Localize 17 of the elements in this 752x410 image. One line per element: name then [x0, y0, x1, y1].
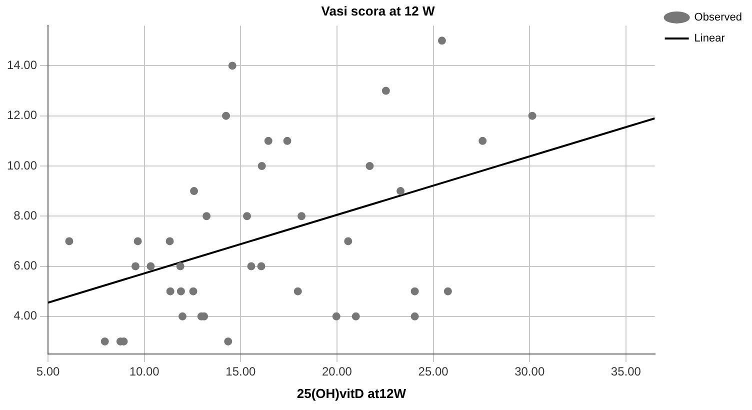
- x-tick-label: 20.00: [322, 364, 352, 379]
- y-tick-label: 10.00: [7, 158, 38, 172]
- x-tick-label: 10.00: [129, 364, 160, 379]
- y-tick-label: 14.00: [7, 58, 38, 72]
- legend-label: Observed: [694, 12, 742, 24]
- x-tick-label: 25.00: [418, 364, 449, 379]
- x-tick-label: 15.00: [226, 364, 256, 379]
- y-tick-label: 12.00: [7, 108, 38, 122]
- x-tick-label: 30.00: [514, 364, 545, 379]
- chart-title: Vasi scora at 12 W: [321, 3, 436, 18]
- x-axis-title: 25(OH)vitD at12W: [296, 386, 407, 401]
- y-tick-label: 6.00: [14, 258, 38, 273]
- y-tick-label: 8.00: [14, 208, 38, 222]
- x-tick-label: 5.00: [36, 364, 60, 379]
- y-tick-label: 4.00: [14, 308, 38, 323]
- legend-label: Linear: [694, 32, 726, 45]
- x-tick-label: 35.00: [610, 364, 642, 379]
